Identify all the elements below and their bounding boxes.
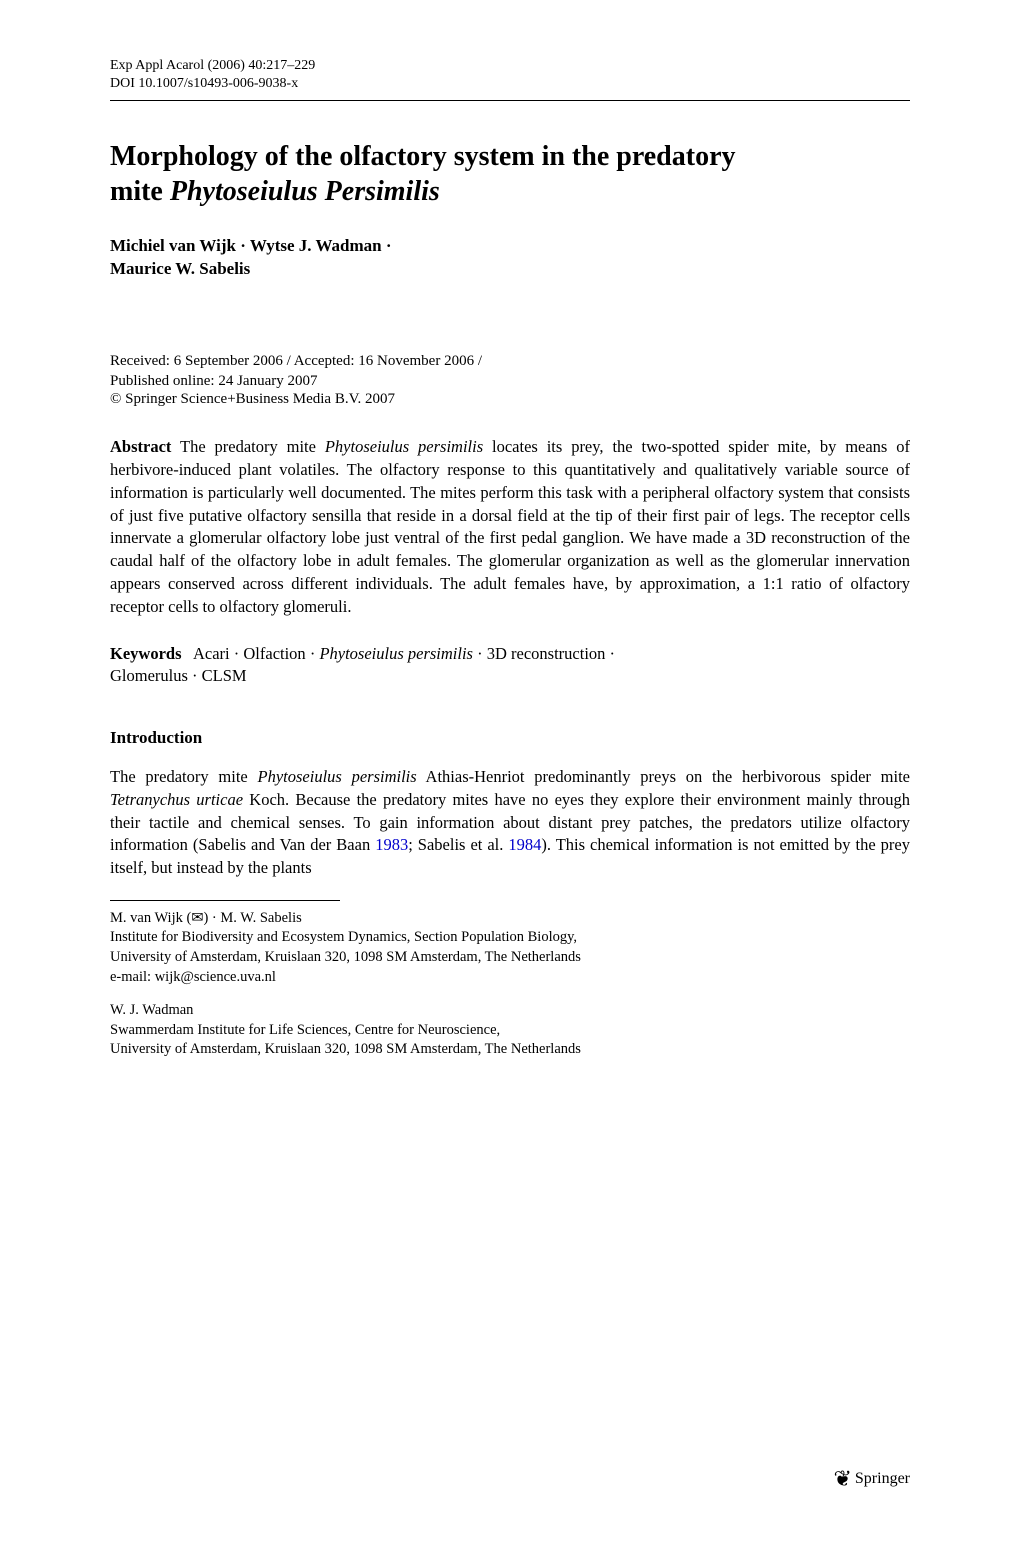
springer-icon: ❦ xyxy=(833,1466,851,1491)
abstract-text-pre: The predatory mite xyxy=(171,437,324,456)
publisher-name: Springer xyxy=(855,1470,910,1487)
header-rule xyxy=(110,100,910,101)
citation-year-2[interactable]: 1984 xyxy=(508,835,541,854)
title-line-1: Morphology of the olfactory system in th… xyxy=(110,141,736,172)
author-2: Wytse J. Wadman xyxy=(250,236,382,255)
title-species: Phytoseiulus Persimilis xyxy=(170,176,440,207)
affil-2-author: W. J. Wadman xyxy=(110,1002,193,1018)
keywords-label: Keywords xyxy=(110,644,182,663)
abstract-species: Phytoseiulus persimilis xyxy=(325,437,483,456)
intro-text-2: Athias-Henriot predominantly preys on th… xyxy=(417,767,910,786)
citation-year-1[interactable]: 1983 xyxy=(375,835,408,854)
abstract-text-post: locates its prey, the two-spotted spider… xyxy=(110,437,910,615)
keywords-block: Keywords Acari · Olfaction · Phytoseiulu… xyxy=(110,643,910,689)
intro-text-1: The predatory mite xyxy=(110,767,258,786)
affil-1-line-2: University of Amsterdam, Kruislaan 320, … xyxy=(110,949,581,965)
keyword-5: Glomerulus xyxy=(110,666,188,685)
keyword-3: Phytoseiulus persimilis xyxy=(319,644,473,663)
doi: DOI 10.1007/s10493-006-9038-x xyxy=(110,76,910,92)
affil-1-email: e-mail: wijk@science.uva.nl xyxy=(110,969,276,985)
author-1: Michiel van Wijk xyxy=(110,236,236,255)
affiliation-rule xyxy=(110,900,340,901)
intro-species-1: Phytoseiulus persimilis xyxy=(258,767,417,786)
title-line-2-prefix: mite xyxy=(110,176,170,207)
intro-text-4: ; Sabelis et al. xyxy=(408,835,508,854)
section-heading-introduction: Introduction xyxy=(110,728,910,748)
affil-2-line-1: Swammerdam Institute for Life Sciences, … xyxy=(110,1022,500,1038)
affil-2-line-2: University of Amsterdam, Kruislaan 320, … xyxy=(110,1041,581,1057)
affil-1-author-1: M. van Wijk xyxy=(110,910,183,926)
affil-1-line-1: Institute for Biodiversity and Ecosystem… xyxy=(110,929,577,945)
affil-1-author-2: · M. W. Sabelis xyxy=(208,910,301,926)
published-online-line: Published online: 24 January 2007 xyxy=(110,371,910,391)
author-list: Michiel van Wijk · Wytse J. Wadman · Mau… xyxy=(110,235,910,281)
affiliation-block-2: W. J. Wadman Swammerdam Institute for Li… xyxy=(110,1001,910,1060)
intro-species-2: Tetranychus urticae xyxy=(110,790,243,809)
article-title: Morphology of the olfactory system in th… xyxy=(110,139,910,209)
publisher-logo: ❦Springer xyxy=(833,1466,910,1492)
keyword-2: Olfaction xyxy=(243,644,305,663)
keyword-4: 3D reconstruction xyxy=(487,644,606,663)
keyword-1: Acari xyxy=(193,644,230,663)
journal-reference: Exp Appl Acarol (2006) 40:217–229 xyxy=(110,58,910,74)
received-accepted-line: Received: 6 September 2006 / Accepted: 1… xyxy=(110,351,910,371)
keyword-6: CLSM xyxy=(202,666,247,685)
author-3: Maurice W. Sabelis xyxy=(110,259,250,278)
abstract-label: Abstract xyxy=(110,437,171,456)
corresponding-author-icon xyxy=(183,910,208,926)
copyright-line: © Springer Science+Business Media B.V. 2… xyxy=(110,391,910,408)
affiliation-block-1: M. van Wijk · M. W. Sabelis Institute fo… xyxy=(110,909,910,987)
intro-paragraph-1: The predatory mite Phytoseiulus persimil… xyxy=(110,766,910,880)
abstract-block: Abstract The predatory mite Phytoseiulus… xyxy=(110,436,910,618)
